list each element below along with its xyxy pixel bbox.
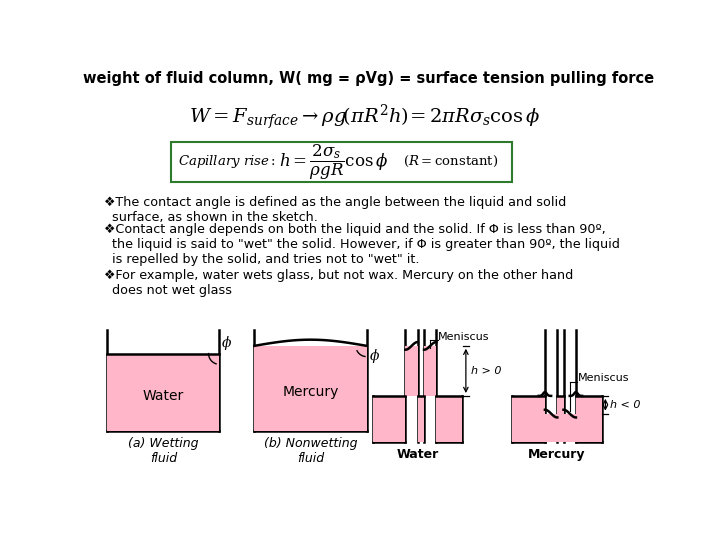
- Text: $h = \dfrac{2\sigma_s}{\rho g R}\cos\phi$: $h = \dfrac{2\sigma_s}{\rho g R}\cos\phi…: [279, 142, 389, 182]
- Text: $\mathit{Capillary\ rise:}$: $\mathit{Capillary\ rise:}$: [178, 153, 276, 170]
- Text: (a) Wetting
fluid: (a) Wetting fluid: [128, 437, 199, 465]
- Text: $(R = \mathrm{constant})$: $(R = \mathrm{constant})$: [402, 154, 498, 170]
- Bar: [171, 142, 513, 182]
- Text: Water: Water: [396, 448, 438, 461]
- Text: ❖Contact angle depends on both the liquid and the solid. If Φ is less than 90º,
: ❖Contact angle depends on both the liqui…: [104, 222, 620, 266]
- Text: $\phi$: $\phi$: [221, 334, 232, 352]
- Text: $\phi$: $\phi$: [369, 347, 380, 366]
- Bar: [557, 396, 564, 442]
- Text: Meniscus: Meniscus: [577, 373, 629, 383]
- Text: Meniscus: Meniscus: [438, 332, 490, 342]
- Text: Water: Water: [143, 389, 184, 403]
- Bar: [254, 346, 366, 430]
- Text: $W = F_{surface} \rightarrow \rho g\!\left(\pi R^2 h\right)\!= 2\pi R\sigma_s \c: $W = F_{surface} \rightarrow \rho g\!\le…: [189, 103, 541, 132]
- Text: Mercury: Mercury: [528, 448, 585, 461]
- Text: h > 0: h > 0: [471, 366, 501, 376]
- Bar: [513, 396, 545, 442]
- Text: weight of fluid column, W( mg = ρVg) = surface tension pulling force: weight of fluid column, W( mg = ρVg) = s…: [84, 71, 654, 86]
- Bar: [564, 414, 576, 442]
- Text: h < 0: h < 0: [610, 400, 641, 410]
- Bar: [373, 396, 405, 442]
- Bar: [418, 396, 424, 442]
- Bar: [436, 396, 462, 442]
- Bar: [424, 346, 436, 396]
- Bar: [405, 346, 418, 396]
- Bar: [107, 354, 220, 430]
- Text: ❖The contact angle is defined as the angle between the liquid and solid
  surfac: ❖The contact angle is defined as the ang…: [104, 195, 566, 224]
- Bar: [576, 396, 601, 442]
- Text: (b) Nonwetting
fluid: (b) Nonwetting fluid: [264, 437, 357, 465]
- Text: ❖For example, water wets glass, but not wax. Mercury on the other hand
  does no: ❖For example, water wets glass, but not …: [104, 269, 573, 297]
- Bar: [545, 414, 557, 442]
- Text: Mercury: Mercury: [282, 385, 338, 399]
